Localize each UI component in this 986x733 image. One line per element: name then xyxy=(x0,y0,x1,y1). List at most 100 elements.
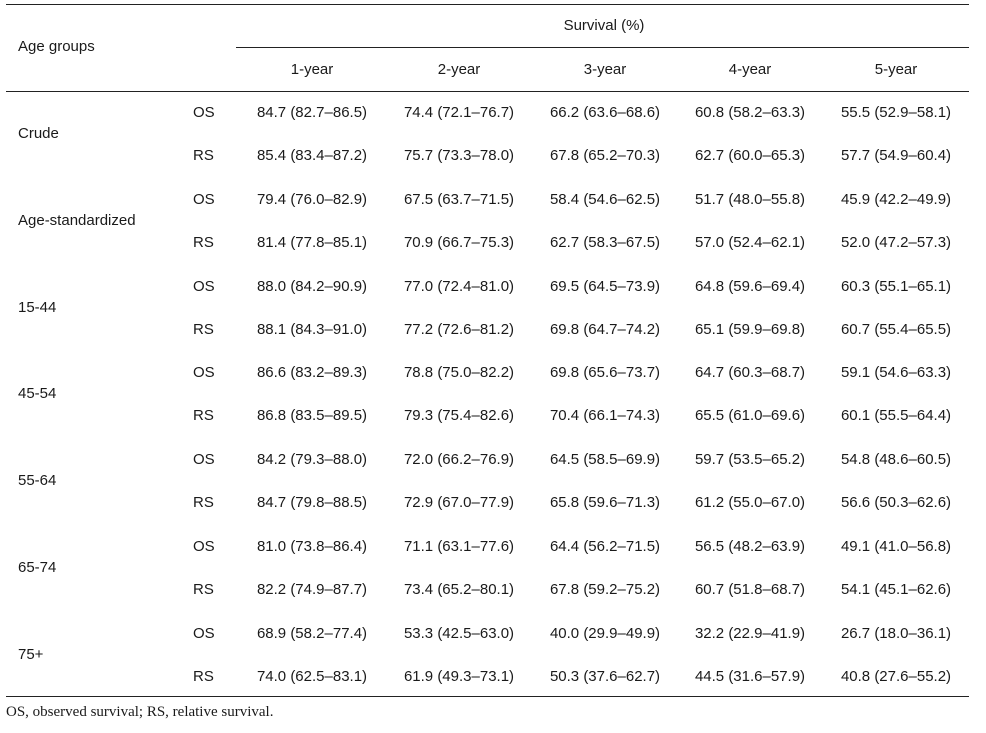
table-cell: 74.4 (72.1–76.7) xyxy=(403,104,515,121)
survival-type-label: OS xyxy=(193,538,215,555)
table-cell: 32.2 (22.9–41.9) xyxy=(694,624,806,642)
table-cell: 54.1 (45.1–62.6) xyxy=(840,581,952,598)
header-bottom-rule xyxy=(6,91,969,92)
table-cell: 26.7 (18.0–36.1) xyxy=(840,624,952,642)
table-cell: 75.7 (73.3–78.0) xyxy=(403,147,515,164)
table-cell: 61.2 (55.0–67.0) xyxy=(694,494,806,512)
age-group-label: 45-54 xyxy=(18,385,57,403)
table-cell: 69.8 (64.7–74.2) xyxy=(549,320,661,338)
table-cell: 59.1 (54.6–63.3) xyxy=(840,364,952,382)
table-cell: 69.5 (64.5–73.9) xyxy=(549,277,661,295)
survival-type-label: OS xyxy=(193,364,215,382)
table-cell: 69.8 (65.6–73.7) xyxy=(549,364,661,382)
table-cell: 65.1 (59.9–69.8) xyxy=(694,320,806,338)
top-rule xyxy=(6,4,969,5)
survival-type-label: OS xyxy=(193,277,215,295)
table-cell: 61.9 (49.3–73.1) xyxy=(403,667,515,685)
table-cell: 44.5 (31.6–57.9) xyxy=(694,667,806,685)
column-header-3-year: 3-year xyxy=(583,61,627,78)
table-cell: 79.3 (75.4–82.6) xyxy=(403,407,515,425)
table-cell: 52.0 (47.2–57.3) xyxy=(840,233,952,251)
table-cell: 49.1 (41.0–56.8) xyxy=(840,538,952,555)
survival-type-label: OS xyxy=(193,451,215,469)
table-cell: 56.6 (50.3–62.6) xyxy=(840,494,952,512)
table-cell: 70.4 (66.1–74.3) xyxy=(549,407,661,425)
table-cell: 67.5 (63.7–71.5) xyxy=(403,190,515,208)
header-subrule xyxy=(236,47,969,48)
table-cell: 54.8 (48.6–60.5) xyxy=(840,451,952,469)
table-cell: 64.8 (59.6–69.4) xyxy=(694,277,806,295)
table-cell: 65.8 (59.6–71.3) xyxy=(549,494,661,512)
survival-type-label: OS xyxy=(193,104,215,121)
survival-group-header: Survival (%) xyxy=(563,17,645,34)
table-cell: 73.4 (65.2–80.1) xyxy=(403,581,515,598)
table-cell: 40.8 (27.6–55.2) xyxy=(840,667,952,685)
survival-type-label: RS xyxy=(193,494,214,512)
table-cell: 68.9 (58.2–77.4) xyxy=(256,624,368,642)
age-group-label: 75+ xyxy=(18,645,44,663)
table-cell: 64.7 (60.3–68.7) xyxy=(694,364,806,382)
age-group-label: 15-44 xyxy=(18,298,57,316)
table-cell: 67.8 (59.2–75.2) xyxy=(549,581,661,598)
table-cell: 58.4 (54.6–62.5) xyxy=(549,190,661,208)
table-cell: 60.3 (55.1–65.1) xyxy=(840,277,952,295)
survival-type-label: RS xyxy=(193,233,214,251)
table-cell: 82.2 (74.9–87.7) xyxy=(256,581,368,598)
table-cell: 84.2 (79.3–88.0) xyxy=(256,451,368,469)
table-cell: 86.8 (83.5–89.5) xyxy=(256,407,368,425)
table-cell: 88.1 (84.3–91.0) xyxy=(256,320,368,338)
table-cell: 86.6 (83.2–89.3) xyxy=(256,364,368,382)
column-header-5-year: 5-year xyxy=(874,61,918,78)
table-cell: 84.7 (79.8–88.5) xyxy=(256,494,368,512)
table-cell: 79.4 (76.0–82.9) xyxy=(256,190,368,208)
column-header-4-year: 4-year xyxy=(728,61,772,78)
table-cell: 60.1 (55.5–64.4) xyxy=(840,407,952,425)
survival-type-label: OS xyxy=(193,624,215,642)
table-cell: 78.8 (75.0–82.2) xyxy=(403,364,515,382)
table-cell: 81.0 (73.8–86.4) xyxy=(256,538,368,555)
age-group-label: Age-standardized xyxy=(18,211,136,229)
table-cell: 65.5 (61.0–69.6) xyxy=(694,407,806,425)
table-cell: 60.7 (55.4–65.5) xyxy=(840,320,952,338)
table-cell: 40.0 (29.9–49.9) xyxy=(549,624,661,642)
table-cell: 60.7 (51.8–68.7) xyxy=(694,581,806,598)
survival-type-label: RS xyxy=(193,320,214,338)
table-cell: 53.3 (42.5–63.0) xyxy=(403,624,515,642)
column-header-1-year: 1-year xyxy=(290,61,334,78)
table-cell: 62.7 (58.3–67.5) xyxy=(549,233,661,251)
table-cell: 50.3 (37.6–62.7) xyxy=(549,667,661,685)
table-cell: 81.4 (77.8–85.1) xyxy=(256,233,368,251)
table-cell: 74.0 (62.5–83.1) xyxy=(256,667,368,685)
table-cell: 62.7 (60.0–65.3) xyxy=(694,147,806,164)
table-cell: 77.0 (72.4–81.0) xyxy=(403,277,515,295)
table-cell: 71.1 (63.1–77.6) xyxy=(403,538,515,555)
table-cell: 57.7 (54.9–60.4) xyxy=(840,147,952,164)
table-cell: 77.2 (72.6–81.2) xyxy=(403,320,515,338)
age-group-label: 65-74 xyxy=(18,559,57,576)
table-cell: 57.0 (52.4–62.1) xyxy=(694,233,806,251)
table-cell: 66.2 (63.6–68.6) xyxy=(549,104,661,121)
table-cell: 45.9 (42.2–49.9) xyxy=(840,190,952,208)
table-cell: 70.9 (66.7–75.3) xyxy=(403,233,515,251)
row-header-label: Age groups xyxy=(18,38,95,55)
survival-type-label: RS xyxy=(193,667,214,685)
bottom-rule xyxy=(6,696,969,697)
table-cell: 56.5 (48.2–63.9) xyxy=(694,538,806,555)
table-cell: 72.0 (66.2–76.9) xyxy=(403,451,515,469)
table-cell: 72.9 (67.0–77.9) xyxy=(403,494,515,512)
table-cell: 55.5 (52.9–58.1) xyxy=(840,104,952,121)
table-cell: 64.5 (58.5–69.9) xyxy=(549,451,661,469)
table-cell: 85.4 (83.4–87.2) xyxy=(256,147,368,164)
table-cell: 64.4 (56.2–71.5) xyxy=(549,538,661,555)
table-cell: 60.8 (58.2–63.3) xyxy=(694,104,806,121)
table-cell: 88.0 (84.2–90.9) xyxy=(256,277,368,295)
survival-type-label: RS xyxy=(193,407,214,425)
survival-type-label: RS xyxy=(193,581,214,598)
table-cell: 84.7 (82.7–86.5) xyxy=(256,104,368,121)
table-cell: 51.7 (48.0–55.8) xyxy=(694,190,806,208)
table-cell: 67.8 (65.2–70.3) xyxy=(549,147,661,164)
survival-type-label: OS xyxy=(193,190,215,208)
age-group-label: 55-64 xyxy=(18,472,57,490)
table-footnote: OS, observed survival; RS, relative surv… xyxy=(6,704,274,720)
survival-type-label: RS xyxy=(193,147,214,164)
